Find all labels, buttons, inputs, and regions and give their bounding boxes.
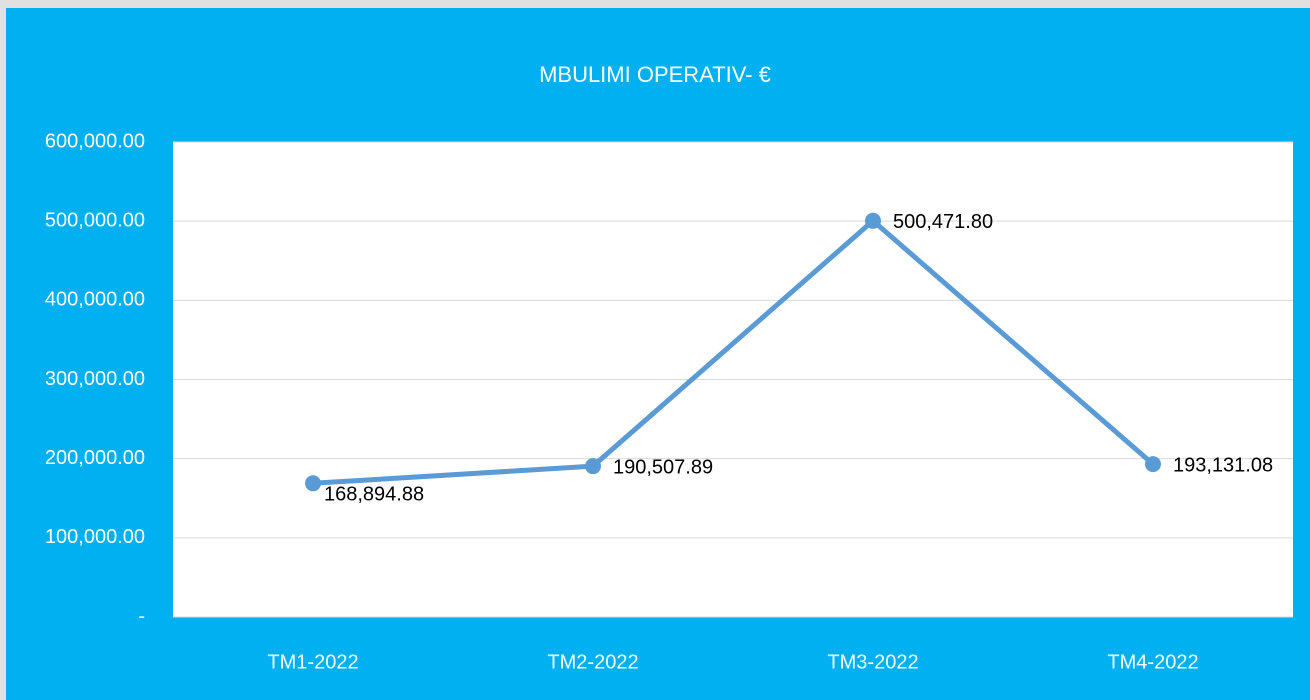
data-label: 190,507.89	[613, 456, 713, 478]
data-label: 500,471.80	[893, 211, 993, 233]
y-tick-label: 400,000.00	[45, 289, 145, 311]
line	[312, 218, 1155, 486]
y-tick-label: 200,000.00	[45, 447, 145, 469]
y-tick-label: 500,000.00	[45, 209, 145, 231]
data-label: 193,131.08	[1173, 454, 1273, 476]
data-label: 168,894.88	[324, 484, 424, 506]
marker	[585, 458, 601, 475]
x-tick-label: TM4-2022	[1107, 651, 1198, 673]
x-tick-label: TM3-2022	[827, 651, 918, 673]
chart-title: MBULIMI OPERATIV- €	[539, 62, 771, 87]
y-tick-label: 100,000.00	[45, 526, 145, 548]
marker	[305, 475, 321, 492]
y-tick-label: 600,000.00	[45, 130, 145, 152]
y-tick-label: 300,000.00	[45, 368, 145, 390]
marker	[1145, 456, 1161, 473]
x-tick-label: TM2-2022	[547, 651, 638, 673]
y-tick-label: -	[138, 605, 145, 627]
x-tick-label: TM1-2022	[267, 651, 358, 673]
marker	[865, 212, 881, 229]
